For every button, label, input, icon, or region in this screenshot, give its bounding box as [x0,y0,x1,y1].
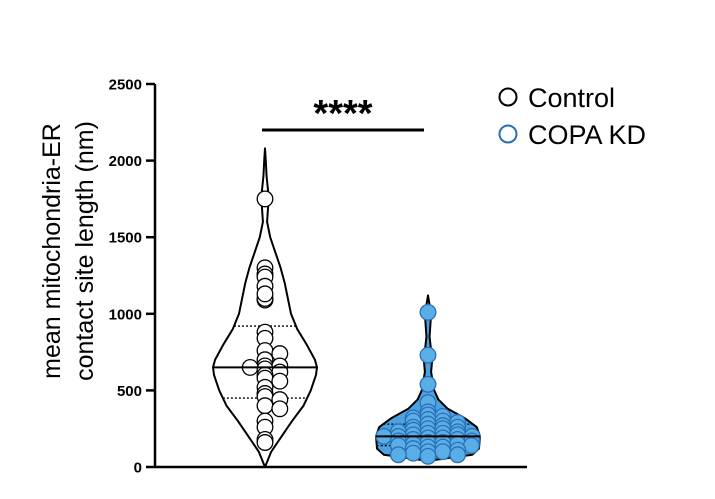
violin-group-copa-kd [375,294,481,465]
data-point [449,446,467,464]
data-point [419,346,437,364]
y-axis-title-line2: contact site length (nm) [71,121,99,381]
y-tick-label: 2000 [109,153,142,170]
violin-group-control [212,147,318,468]
data-point [404,444,422,462]
y-tick-label: 2500 [109,77,142,94]
significance-label: **** [313,93,372,135]
legend-label-copa-kd: COPA KD [528,120,646,150]
data-point [256,434,274,451]
y-tick-label: 500 [117,383,142,400]
data-point [256,190,274,208]
y-axis-ticks: 0 500 1000 1500 2000 2500 [109,77,155,477]
data-point [256,285,274,303]
legend-label-control: Control [528,83,615,113]
y-axis-title-line1: mean mitochondria-ER [38,123,66,379]
data-point [419,447,437,465]
data-point [419,375,437,393]
data-point [271,372,289,390]
y-tick-label: 1000 [109,306,142,323]
legend-marker-control [498,87,518,107]
plot-area [212,147,481,468]
legend: Control COPA KD [498,83,646,150]
y-tick-label: 1500 [109,230,142,247]
y-tick-label: 0 [134,460,142,477]
data-point [389,446,407,464]
data-point [434,443,452,461]
data-point [419,303,437,321]
data-point [271,400,289,418]
data-point [256,397,274,415]
legend-marker-copa-kd [498,124,518,144]
